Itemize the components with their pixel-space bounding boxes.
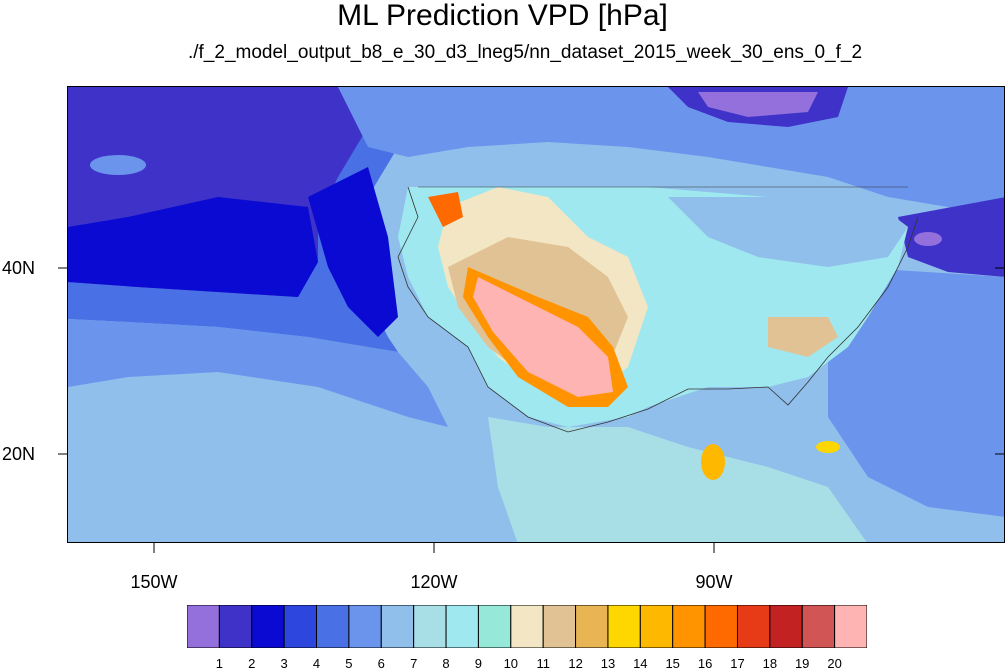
colorbar-swatch (316, 605, 350, 648)
colorbar (187, 605, 867, 648)
colorbar-label: 20 (827, 656, 842, 671)
colorbar-label: 10 (503, 656, 519, 671)
colorbar-swatch (477, 605, 512, 648)
colorbar-label: 8 (442, 656, 450, 671)
vpd-map (68, 87, 1004, 542)
colorbar-swatch (218, 605, 253, 648)
coastline (397, 186, 919, 433)
southwest-band-20 (473, 277, 613, 397)
colorbar-swatch (704, 605, 738, 648)
pacific-band-6 (68, 319, 448, 427)
caribbean-spot (816, 441, 840, 453)
colorbar-swatch (251, 605, 285, 648)
colorbar-label: 13 (600, 656, 616, 671)
mexico-hot-spot (701, 444, 725, 480)
colorbar-label: 4 (312, 656, 321, 671)
colorbar-swatch (575, 605, 609, 648)
atlantic-dark (898, 197, 1004, 277)
pacific-band-3 (308, 167, 398, 337)
colorbar-label: 16 (697, 656, 713, 671)
colorbar-swatch (639, 605, 674, 648)
colorbar-swatch (736, 605, 771, 648)
colorbar-label: 1 (215, 656, 223, 671)
oregon-hot (428, 192, 463, 227)
map-subtitle: ./f_2_model_output_b8_e_30_d3_lneg5/nn_d… (187, 42, 863, 63)
colorbar-swatch (672, 605, 706, 648)
colorbar-swatch (348, 605, 382, 648)
colorbar-swatch (187, 605, 220, 648)
canada-band-6 (338, 87, 1004, 227)
map-title: ML Prediction VPD [hPa] (337, 0, 668, 32)
colorbar-swatch (510, 605, 544, 648)
colorbar-swatch (283, 605, 318, 648)
colorbar-label: 14 (633, 656, 648, 671)
colorbar-label: 11 (536, 656, 550, 671)
colorbar-swatch (445, 605, 479, 648)
map-panel (67, 86, 1005, 543)
lat-label-40n: 40N (2, 258, 36, 278)
colorbar-label: 2 (248, 656, 256, 671)
colorbar-label: 7 (410, 656, 418, 671)
lat-label-20n: 20N (2, 444, 36, 464)
colorbar-label: 9 (474, 656, 482, 671)
colorbar-label: 19 (794, 656, 810, 671)
colorbar-label: 3 (280, 656, 288, 671)
pacific-band-3b (68, 197, 318, 297)
colorbar-swatch (607, 605, 641, 648)
lon-label-150w: 150W (130, 572, 178, 592)
colorbar-swatch (380, 605, 415, 648)
colorbar-label: 18 (762, 656, 778, 671)
atlantic-patch (914, 232, 942, 246)
colorbar-label: 5 (345, 656, 353, 671)
colorbar-swatch (413, 605, 447, 648)
mexico-band-7 (488, 417, 867, 542)
colorbar-swatch (801, 605, 836, 648)
colorbar-label: 17 (730, 656, 745, 671)
hudson-band-1 (698, 92, 818, 117)
lon-label-90w: 90W (695, 572, 733, 592)
southeast-patch (768, 317, 838, 357)
colorbar-label: 12 (568, 656, 583, 671)
lon-label-120w: 120W (410, 572, 458, 592)
great-lakes-region (668, 197, 908, 267)
colorbar-swatch (834, 605, 867, 648)
atlantic-band-6 (828, 267, 1004, 517)
pacific-patch (90, 155, 146, 175)
colorbar-label: 6 (377, 656, 385, 671)
colorbar-swatch (769, 605, 803, 648)
colorbar-label: 15 (665, 656, 680, 671)
colorbar-swatch (542, 605, 577, 648)
